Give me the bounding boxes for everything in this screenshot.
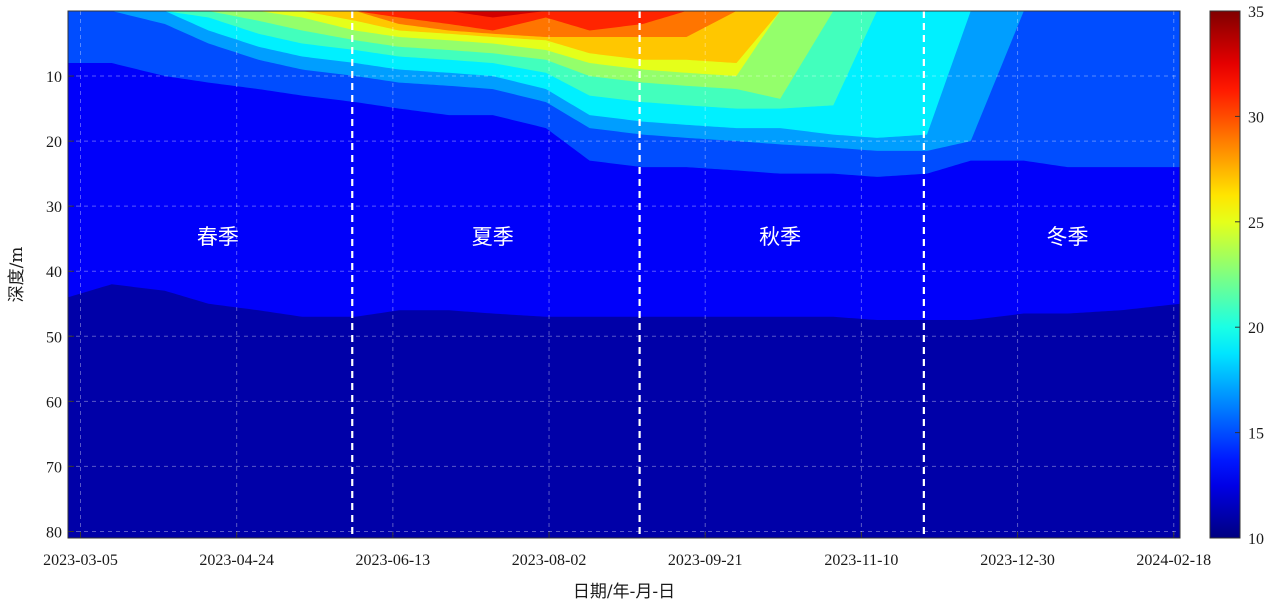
y-tick-label: 70 xyxy=(46,459,62,476)
season-label: 冬季 xyxy=(1047,225,1089,249)
colorbar-tick-label: 30 xyxy=(1248,109,1264,126)
y-tick-label: 60 xyxy=(46,394,62,411)
x-axis-title: 日期/年-月-日 xyxy=(573,582,675,602)
temperature-band-26 xyxy=(68,11,1180,64)
colorbar: 10 15 20 25 30 35 xyxy=(1209,4,1264,548)
x-tick-label: 2023-09-21 xyxy=(668,552,743,569)
y-tick-label: 50 xyxy=(46,329,62,346)
x-tick-label: 2023-12-30 xyxy=(980,552,1055,569)
x-axis: 2023-03-05 2023-04-24 2023-06-13 2023-08-02… xyxy=(43,532,1211,569)
y-axis: 10 20 30 40 50 60 70 80 xyxy=(46,69,74,541)
x-tick-label: 2023-04-24 xyxy=(199,552,274,569)
season-labels: 春季 夏季 秋季 冬季 xyxy=(197,225,1089,249)
colorbar-gradient xyxy=(1209,10,1241,539)
season-boundaries xyxy=(351,11,925,538)
y-tick-label: 40 xyxy=(46,264,62,281)
y-tick-label: 10 xyxy=(46,69,62,86)
x-tick-label: 2023-08-02 xyxy=(512,552,587,569)
colorbar-tick-label: 10 xyxy=(1248,531,1264,548)
x-tick-label: 2023-03-05 xyxy=(43,552,118,569)
season-label: 春季 xyxy=(197,225,239,249)
x-tick-label: 2024-02-18 xyxy=(1136,552,1211,569)
temperature-band-30 xyxy=(68,11,1180,31)
x-tick-label: 2023-11-10 xyxy=(824,552,898,569)
y-axis-title: 深度/m xyxy=(7,247,27,303)
plot-frame xyxy=(67,10,1181,539)
y-tick-label: 20 xyxy=(46,134,62,151)
colorbar-tick-label: 35 xyxy=(1248,4,1264,21)
colorbar-tick-label: 25 xyxy=(1248,215,1264,232)
x-tick-label: 2023-06-13 xyxy=(356,552,431,569)
colorbar-tick-label: 20 xyxy=(1248,320,1264,337)
season-label: 夏季 xyxy=(472,225,514,249)
y-tick-label: 80 xyxy=(46,524,62,541)
grid-lines xyxy=(68,11,1180,538)
season-label: 秋季 xyxy=(759,225,801,249)
colorbar-tick-label: 15 xyxy=(1248,426,1264,443)
y-tick-label: 30 xyxy=(46,199,62,216)
plot-area xyxy=(68,11,1180,538)
